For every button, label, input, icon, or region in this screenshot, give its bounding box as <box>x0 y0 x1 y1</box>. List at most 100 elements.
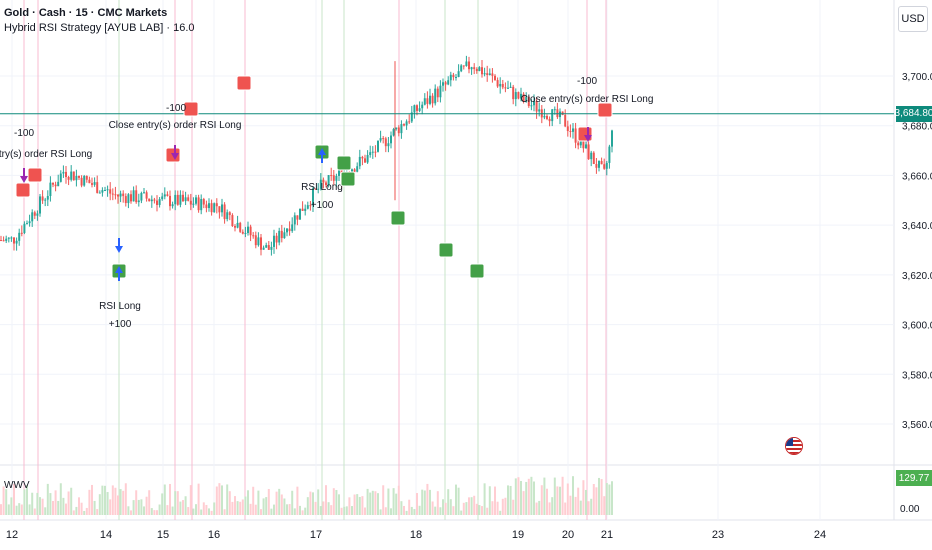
long-marker <box>340 171 356 187</box>
volume-bars <box>0 476 613 515</box>
candle-body <box>335 175 338 181</box>
volume-bar <box>117 495 119 515</box>
candle-body <box>192 203 195 205</box>
candle-body <box>265 245 268 248</box>
volume-bar <box>184 496 187 515</box>
volume-bar <box>257 490 260 515</box>
candle-body <box>127 194 130 204</box>
volume-bar <box>379 509 382 515</box>
candle-body <box>304 208 307 211</box>
candle-body <box>174 194 177 205</box>
candle-body <box>54 184 57 187</box>
volume-zero-label: 0.00 <box>900 504 920 515</box>
candle-body <box>75 175 78 181</box>
candle-body <box>150 199 153 202</box>
volume-bar <box>44 507 47 515</box>
volume-bar <box>226 484 229 515</box>
candle-body <box>364 158 366 163</box>
candle-body <box>299 208 301 220</box>
candle-body <box>13 237 15 244</box>
volume-bar <box>473 495 476 515</box>
candle-body <box>579 137 582 146</box>
volume-bar <box>439 507 442 515</box>
volume-bar <box>122 490 125 515</box>
arrow-down-icon <box>584 127 592 142</box>
time-axis[interactable]: 12 14 15 16 17 18 19 20 21 23 24 <box>6 529 826 541</box>
candle-body <box>210 203 213 213</box>
arrow-up-icon <box>115 266 123 281</box>
candle-body <box>20 232 23 234</box>
candle-body <box>517 92 520 99</box>
price-axis[interactable]: 3,700.00 3,680.00 3,660.00 3,640.00 3,620.00… <box>900 72 932 515</box>
candle-body <box>465 61 468 67</box>
candle-body <box>36 213 39 216</box>
candle-body <box>85 175 88 180</box>
candle-body <box>356 166 359 172</box>
volume-bar <box>572 476 574 515</box>
candle-body <box>163 194 166 197</box>
exit-marker <box>236 75 252 91</box>
candle-body <box>369 152 372 156</box>
candle-body <box>130 194 132 202</box>
candle-body <box>231 215 234 227</box>
candle-body <box>512 86 515 100</box>
exit-marker <box>597 102 613 118</box>
volume-bar <box>124 483 127 515</box>
candle-body <box>553 109 556 111</box>
volume-bar <box>299 505 301 515</box>
candle-body <box>62 171 65 174</box>
volume-bar <box>403 505 405 515</box>
volume-bar <box>280 494 283 515</box>
symbol-title[interactable]: Gold · Cash · 15 · CMC Markets <box>4 7 168 19</box>
candle-body <box>423 98 426 105</box>
currency-button[interactable]: USD <box>898 6 928 32</box>
candle-body <box>473 67 476 70</box>
candle-body <box>88 179 91 184</box>
volume-bar <box>182 500 184 515</box>
candle-body <box>158 199 161 205</box>
candle-body <box>384 138 387 147</box>
candle-body <box>525 96 528 102</box>
volume-bar <box>10 497 13 515</box>
volume-bar <box>442 499 444 515</box>
volume-bar <box>499 510 502 515</box>
candle-body <box>296 215 299 220</box>
strategy-label[interactable]: Hybrid RSI Strategy [AYUB LAB] · 16.0 <box>4 22 195 34</box>
candle-body <box>426 98 429 104</box>
volume-bar <box>5 489 8 515</box>
volume-bar <box>540 485 543 515</box>
candle-body <box>559 111 561 118</box>
candle-body <box>41 196 44 201</box>
candle-body <box>460 65 463 72</box>
volume-bar <box>46 483 49 515</box>
volume-bar <box>314 501 317 515</box>
candle-body <box>72 171 75 181</box>
trade-markers[interactable]: -100 entry(s) order RSI Long -100 Close ent… <box>0 75 653 330</box>
volume-bar <box>75 506 78 515</box>
volume-bar <box>436 491 439 515</box>
volume-bar <box>83 510 86 515</box>
candle-body <box>499 83 502 87</box>
volume-indicator-label[interactable]: WWV <box>4 480 30 491</box>
volume-bar <box>351 506 353 515</box>
candle-body <box>551 109 554 122</box>
volume-bar <box>548 502 551 515</box>
candle-body <box>488 73 491 76</box>
candle-body <box>431 95 434 104</box>
volume-bar <box>408 499 411 515</box>
time-tick-label: 16 <box>208 529 220 541</box>
candle-body <box>46 195 49 200</box>
candle-body <box>39 196 41 214</box>
candle-body <box>358 156 361 167</box>
time-tick-label: 17 <box>310 529 322 541</box>
volume-bar <box>70 487 73 515</box>
candle-body <box>117 194 119 197</box>
candle-body <box>585 144 587 149</box>
candle-body <box>109 189 112 194</box>
us-flag-icon[interactable] <box>785 437 803 455</box>
volume-bar <box>72 510 75 515</box>
candle-body <box>169 195 171 207</box>
candle-body <box>273 235 275 247</box>
volume-bar <box>13 483 15 515</box>
